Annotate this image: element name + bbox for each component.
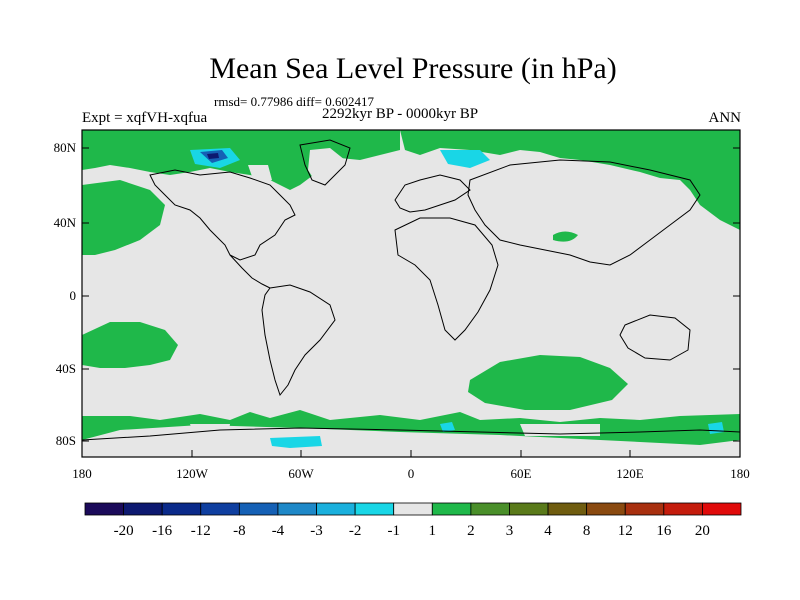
lat-label-40n: 40N [54,215,77,230]
colorbar-swatch [123,502,163,516]
lon-label-60w: 60W [288,466,314,481]
colorbar-swatch [161,502,202,516]
colorbar-label: 3 [506,523,514,539]
arctic-canada-darkblue [207,153,219,159]
colorbar-label: 12 [618,523,633,539]
north-america-coast [149,169,296,261]
stats-line: rmsd= 0.77986 diff= 0.602417 [214,94,374,109]
colorbar-swatch [702,502,742,516]
lat-label-80n: 80N [54,140,77,155]
colorbar-label: -8 [233,523,246,539]
lat-label-40s: 40S [56,361,76,376]
colorbar-label: 16 [656,523,672,539]
colorbar-label: 20 [695,523,710,539]
colorbar-label: -16 [152,523,172,539]
southern-ocean-anomaly [82,410,740,445]
australia-coast [619,314,691,361]
lat-label-0: 0 [70,288,77,303]
colorbar-swatch [277,502,317,516]
hudson-hole [248,165,272,185]
colorbar-swatch [200,502,240,516]
antarctic-cyan-small [440,422,455,432]
lon-label-180e: 180 [730,466,750,481]
map-panel [82,130,740,457]
colorbar-swatch [354,502,395,516]
lat-axis: 80N 40N 0 40S 80S [54,140,740,448]
colorbar-swatch [663,502,703,516]
colorbar-swatch [624,502,665,516]
antarctic-cyan-east [708,422,724,434]
lon-label-120w: 120W [176,466,209,481]
colorbar-label: 1 [429,523,437,539]
eurasia-arctic-anomaly [400,130,740,230]
colorbar-swatch [238,502,279,516]
colorbar-label: -12 [191,523,211,539]
coastlines [81,139,741,441]
lon-label-180w: 180 [72,466,92,481]
colorbar-label: -3 [310,523,323,539]
barents-cyan [440,150,490,168]
colorbar-label: 8 [583,523,591,539]
colorbar-swatch [509,502,549,516]
greenland-coast [299,139,351,186]
colorbar-swatch [586,502,626,516]
map-title: Mean Sea Level Pressure (in hPa) [209,52,617,85]
colorbar-label: -4 [272,523,285,539]
colorbar-label: -20 [114,523,134,539]
colorbar-swatch [547,502,588,516]
colorbar-swatch [316,502,356,516]
antarctic-cyan [270,436,322,448]
colorbar-label: 2 [467,523,475,539]
negative-anomaly-regions [190,148,724,448]
experiment-label: Expt = xqfVH-xqfua [82,110,208,126]
colorbar-label: -2 [349,523,362,539]
europe-coast [394,174,471,213]
lon-label-120e: 120E [616,466,644,481]
lon-axis: 180 120W 60W 0 60E 120E 180 [72,450,750,481]
colorbar-label: 4 [544,523,552,539]
africa-coast [394,217,499,341]
asia-coast [467,159,701,266]
colorbar-swatch [84,502,124,516]
colorbar: -20 -16 -12 -8 -4 -3 -2 -1 1 2 3 4 8 12 16 20 [84,502,742,539]
central-america-coast [229,254,271,289]
indian-ocean-anomaly [468,355,628,410]
south-america-coast [261,284,336,397]
positive-anomaly-regions [82,130,740,445]
south-pacific-anomaly [82,322,178,368]
period-label: 2292kyr BP - 0000kyr BP [322,106,479,122]
colorbar-swatch [470,502,510,516]
colorbar-label: -1 [387,523,400,539]
colorbar-swatch [431,502,472,516]
atlantic-small-anomaly [553,231,578,242]
lon-label-60e: 60E [511,466,532,481]
greenland-hole [308,148,345,186]
antarctica-coast [81,427,741,441]
lat-label-80s: 80S [56,433,76,448]
colorbar-swatch [393,502,433,516]
arctic-north-america-anomaly [82,130,400,190]
north-pacific-anomaly [82,180,165,255]
lon-label-0: 0 [408,466,415,481]
season-label: ANN [708,110,742,126]
